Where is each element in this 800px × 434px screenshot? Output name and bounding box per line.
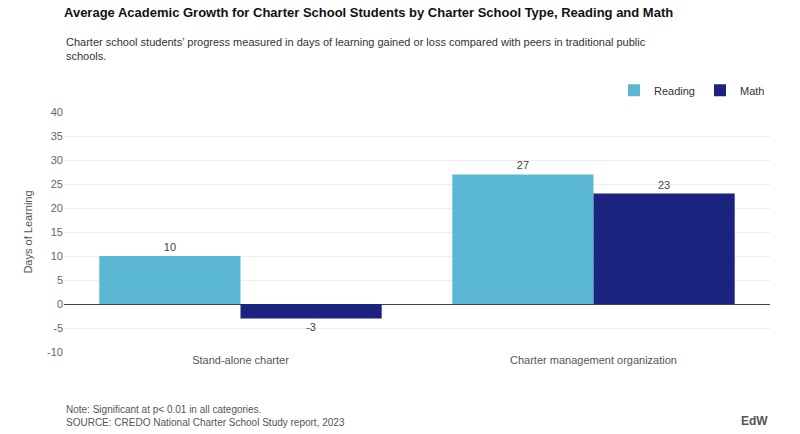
svg-text:-5: -5 <box>53 322 63 334</box>
svg-text:Math: Math <box>740 85 764 97</box>
svg-text:40: 40 <box>51 106 63 118</box>
svg-text:Stand-alone charter: Stand-alone charter <box>192 354 289 366</box>
svg-text:25: 25 <box>51 178 63 190</box>
svg-text:15: 15 <box>51 226 63 238</box>
svg-text:10: 10 <box>51 250 63 262</box>
svg-text:Average Academic Growth for Ch: Average Academic Growth for Charter Scho… <box>64 5 673 20</box>
svg-text:30: 30 <box>51 154 63 166</box>
svg-text:-3: -3 <box>306 321 316 333</box>
svg-text:10: 10 <box>164 241 176 253</box>
svg-text:Days of Learning: Days of Learning <box>22 190 34 273</box>
svg-text:35: 35 <box>51 130 63 142</box>
svg-text:Reading: Reading <box>654 85 695 97</box>
svg-text:5: 5 <box>57 274 63 286</box>
svg-text:23: 23 <box>658 179 670 191</box>
svg-text:-10: -10 <box>47 346 63 358</box>
svg-text:27: 27 <box>517 159 529 171</box>
svg-text:20: 20 <box>51 202 63 214</box>
svg-text:0: 0 <box>57 298 63 310</box>
svg-text:Charter school students’ progr: Charter school students’ progress measur… <box>66 36 646 62</box>
svg-text:Charter management organizatio: Charter management organization <box>510 354 677 366</box>
svg-text:Note: Significant at p< 0.01 i: Note: Significant at p< 0.01 in all cate… <box>66 404 345 428</box>
svg-text:EdW: EdW <box>741 414 768 428</box>
